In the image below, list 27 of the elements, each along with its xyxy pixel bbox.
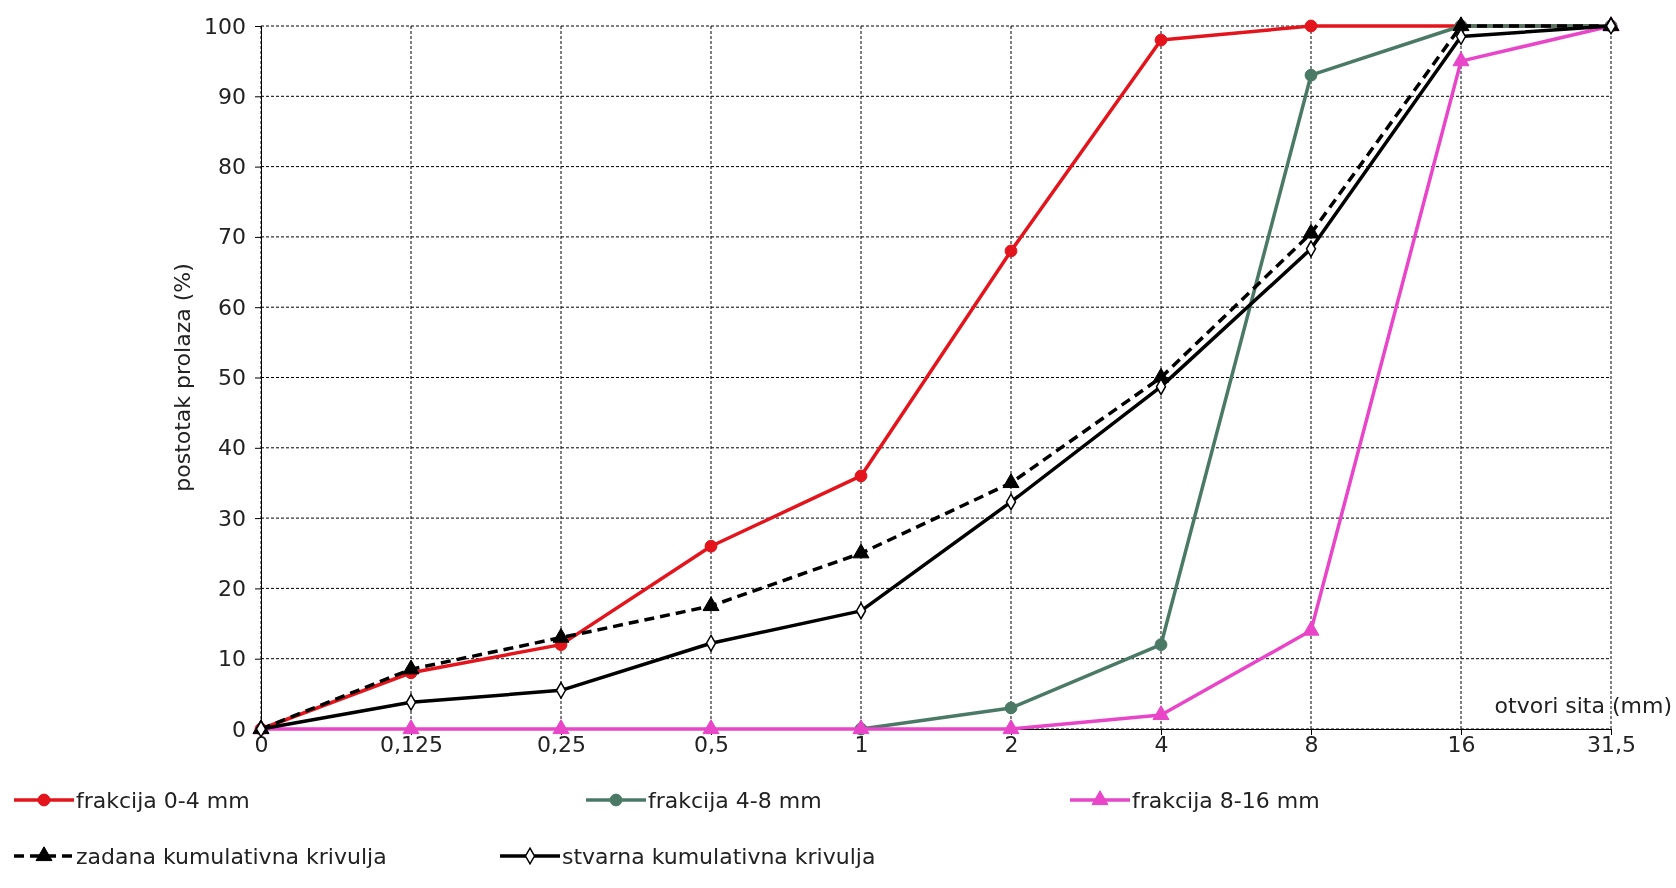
y-tick-label: 10 <box>218 646 246 672</box>
y-tick-label: 70 <box>218 224 246 250</box>
x-tick-label: 8 <box>1304 732 1319 757</box>
legend-label: stvarna kumulativna krivulja <box>562 844 876 869</box>
x-tick-label: 0,125 <box>380 732 443 757</box>
y-tick-label: 20 <box>218 575 246 601</box>
y-tick-label: 80 <box>218 154 246 180</box>
legend-label: frakcija 4-8 mm <box>648 788 822 813</box>
legend-label: frakcija 0-4 mm <box>76 788 250 813</box>
y-tick-label: 100 <box>204 13 246 39</box>
x-tick-label: 0,25 <box>537 732 586 757</box>
x-tick-label: 0 <box>254 732 269 757</box>
x-axis-title: otvori sita (mm) <box>1494 693 1672 718</box>
x-tick-label: 16 <box>1447 732 1476 757</box>
y-tick-label: 90 <box>218 83 246 109</box>
x-tick-label: 2 <box>1004 732 1019 757</box>
y-tick-label: 60 <box>218 294 246 320</box>
y-axis-title: postotak prolaza (%) <box>170 263 195 492</box>
legend-label: frakcija 8-16 mm <box>1132 788 1320 813</box>
y-tick-label: 30 <box>218 505 246 531</box>
x-tick-label: 1 <box>854 732 869 757</box>
x-tick-label: 31,5 <box>1587 732 1636 757</box>
x-tick-label: 4 <box>1154 732 1169 757</box>
x-tick-label: 0,5 <box>694 732 729 757</box>
y-tick-label: 50 <box>218 365 246 391</box>
legend-label: zadana kumulativna krivulja <box>76 844 387 869</box>
y-tick-label: 40 <box>218 435 246 461</box>
